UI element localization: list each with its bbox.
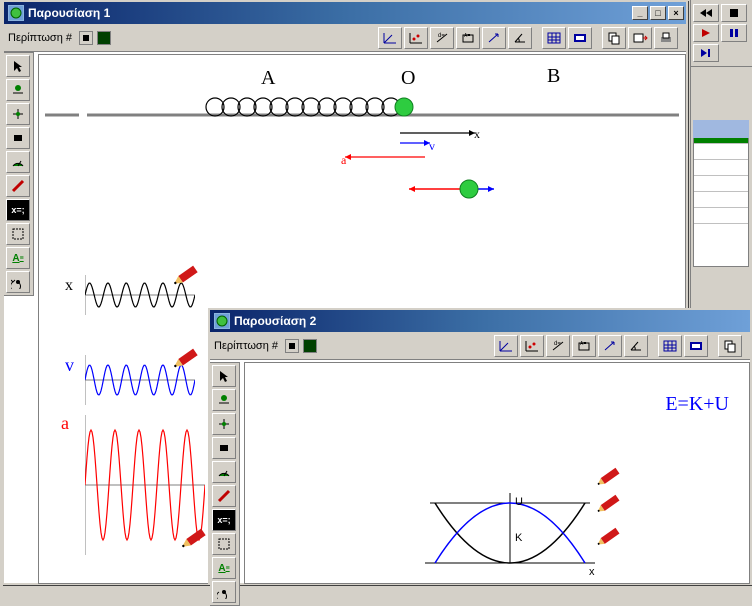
tool-axes-button[interactable]	[378, 27, 402, 49]
titlebar[interactable]: Παρουσίαση 2	[210, 310, 750, 332]
palette-text-button[interactable]: A≡	[6, 247, 30, 269]
window-title: Παρουσίαση 2	[234, 314, 748, 328]
palette-draw-button[interactable]	[212, 485, 236, 507]
object-list-row[interactable]	[694, 144, 748, 160]
palette-rect-button[interactable]	[6, 127, 30, 149]
energy-canvas[interactable]: E=K+U x U K	[244, 362, 750, 584]
tool-axes-button[interactable]	[494, 335, 518, 357]
tool-display-button[interactable]	[684, 335, 708, 357]
axis-x-label: x	[589, 566, 595, 578]
tool-angle-button[interactable]	[508, 27, 532, 49]
palette-select-button[interactable]	[212, 533, 236, 555]
palette-text-button[interactable]: A≡	[212, 557, 236, 579]
tool-display-button[interactable]	[568, 27, 592, 49]
graph-a-label: a	[61, 413, 69, 434]
tool-plot-button[interactable]	[520, 335, 544, 357]
playback-stop-button[interactable]	[721, 4, 747, 22]
tool-measure-button[interactable]: d=	[430, 27, 454, 49]
tool-copy-button[interactable]	[718, 335, 742, 357]
tool-plot-button[interactable]	[404, 27, 428, 49]
tool-area-button[interactable]: A=	[572, 335, 596, 357]
playback-controls	[691, 0, 752, 67]
svg-text:A=: A=	[464, 33, 470, 39]
window-icon	[8, 5, 24, 21]
object-list-row[interactable]	[694, 160, 748, 176]
point-label-o: O	[401, 67, 415, 90]
toolbar: Περίπτωση # d= A=	[4, 24, 686, 52]
palette-point-button[interactable]	[6, 103, 30, 125]
graph-x-label: x	[65, 277, 73, 295]
tool-palette: x=; A≡	[210, 362, 240, 606]
case-selector-1[interactable]	[285, 339, 299, 353]
case-selector-2[interactable]	[303, 339, 317, 353]
graph-v-label: v	[65, 355, 74, 376]
tool-print-button[interactable]	[654, 27, 678, 49]
palette-select-button[interactable]	[6, 223, 30, 245]
presentation-window-2: Παρουσίαση 2 Περίπτωση # d= A= x=;	[208, 308, 752, 585]
palette-anchor-button[interactable]	[212, 389, 236, 411]
titlebar[interactable]: Παρουσίαση 1 _ □ ×	[4, 2, 686, 24]
palette-formula-button[interactable]: x=;	[212, 509, 236, 531]
palette-rotate-button[interactable]	[212, 581, 236, 603]
palette-rect-button[interactable]	[212, 437, 236, 459]
object-list-row[interactable]	[694, 176, 748, 192]
case-selector-1[interactable]	[79, 31, 93, 45]
playback-pause-button[interactable]	[721, 24, 747, 42]
object-list[interactable]	[693, 127, 749, 267]
tool-angle-button[interactable]	[624, 335, 648, 357]
svg-text:A=: A=	[580, 341, 586, 347]
tool-measure-button[interactable]: d=	[546, 335, 570, 357]
palette-gauge-button[interactable]	[6, 151, 30, 173]
palette-pointer-button[interactable]	[6, 55, 30, 77]
object-list-row[interactable]	[694, 208, 748, 224]
palette-draw-button[interactable]	[6, 175, 30, 197]
window-title: Παρουσίαση 1	[28, 6, 632, 20]
object-list-row[interactable]	[694, 192, 748, 208]
tool-grid-button[interactable]	[658, 335, 682, 357]
toolbar: Περίπτωση # d= A=	[210, 332, 750, 360]
energy-formula: E=K+U	[665, 393, 729, 416]
playback-rewind-button[interactable]	[693, 4, 719, 22]
label-k: K	[515, 532, 523, 544]
vector-label-v: v	[429, 139, 435, 154]
tool-grid-button[interactable]	[542, 27, 566, 49]
case-label: Περίπτωση #	[214, 340, 278, 352]
tool-palette: x=; A≡	[4, 52, 34, 296]
selection-indicator	[693, 120, 749, 138]
tool-area-button[interactable]: A=	[456, 27, 480, 49]
point-label-b: B	[547, 65, 560, 88]
svg-text:d=: d=	[554, 341, 561, 347]
palette-pointer-button[interactable]	[212, 365, 236, 387]
tool-copy-button[interactable]	[602, 27, 626, 49]
case-label: Περίπτωση #	[8, 32, 72, 44]
svg-text:d=: d=	[438, 33, 445, 39]
maximize-button[interactable]: □	[650, 6, 666, 20]
palette-rotate-button[interactable]	[6, 271, 30, 293]
tool-vector-button[interactable]	[482, 27, 506, 49]
tool-export-button[interactable]	[628, 27, 652, 49]
minimize-button[interactable]: _	[632, 6, 648, 20]
tool-vector-button[interactable]	[598, 335, 622, 357]
window-icon	[214, 313, 230, 329]
graph-a	[85, 415, 205, 555]
palette-formula-button[interactable]: x=;	[6, 199, 30, 221]
palette-anchor-button[interactable]	[6, 79, 30, 101]
vector-label-x: x	[474, 127, 480, 142]
playback-play-button[interactable]	[693, 24, 719, 42]
close-button[interactable]: ×	[668, 6, 684, 20]
case-selector-2[interactable]	[97, 31, 111, 45]
palette-point-button[interactable]	[212, 413, 236, 435]
label-u: U	[515, 496, 523, 508]
playback-step-button[interactable]	[693, 44, 719, 62]
point-label-a: A	[261, 67, 275, 90]
palette-gauge-button[interactable]	[212, 461, 236, 483]
vector-label-a: a	[341, 153, 346, 168]
